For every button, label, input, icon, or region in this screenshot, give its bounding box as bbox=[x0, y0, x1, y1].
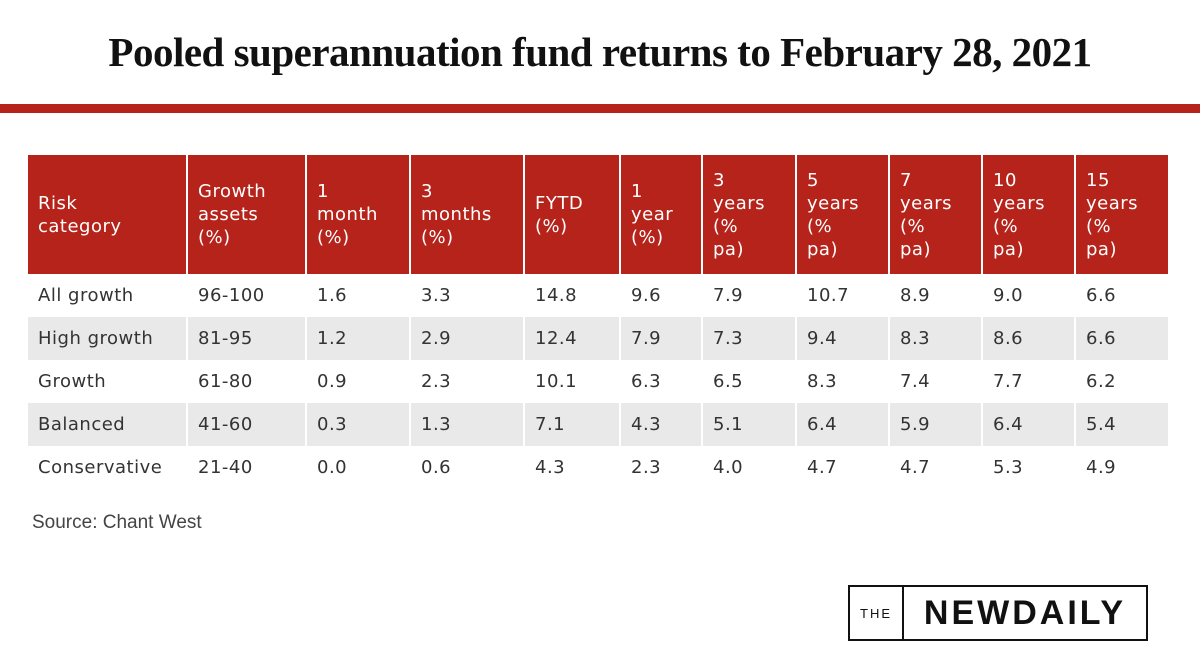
header-cell: 7 years (% pa) bbox=[888, 155, 982, 274]
cell: 0.9 bbox=[305, 360, 410, 403]
cell: 3.3 bbox=[409, 274, 524, 317]
cell: 0.3 bbox=[305, 403, 410, 446]
cell: 7.7 bbox=[981, 360, 1075, 403]
cell: 21-40 bbox=[186, 446, 306, 489]
logo-divider bbox=[902, 587, 904, 639]
cell: 81-95 bbox=[186, 317, 306, 360]
header-cell: 3 months (%) bbox=[409, 155, 524, 274]
cell: 12.4 bbox=[523, 317, 620, 360]
cell: 4.7 bbox=[795, 446, 889, 489]
header-cell: 1 month (%) bbox=[305, 155, 410, 274]
cell: 7.1 bbox=[523, 403, 620, 446]
cell: 6.5 bbox=[701, 360, 796, 403]
table-row: Growth 61-80 0.9 2.3 10.1 6.3 6.5 8.3 7.4 7.7 6.2 bbox=[28, 360, 1168, 403]
row-label: High growth bbox=[28, 317, 187, 360]
row-label: Balanced bbox=[28, 403, 187, 446]
source: Source: Chant West bbox=[32, 512, 202, 533]
cell: 0.6 bbox=[409, 446, 524, 489]
cell: 2.9 bbox=[409, 317, 524, 360]
cell: 4.9 bbox=[1074, 446, 1168, 489]
cell: 6.6 bbox=[1074, 274, 1168, 317]
row-label: Conservative bbox=[38, 457, 163, 478]
cell: 9.6 bbox=[619, 274, 702, 317]
cell: 8.3 bbox=[888, 317, 982, 360]
table-row: Balanced 41-60 0.3 1.3 7.1 4.3 5.1 6.4 5.9 6.4 5.4 bbox=[28, 403, 1168, 446]
cell: 6.6 bbox=[1074, 317, 1168, 360]
cell: 14.8 bbox=[523, 274, 620, 317]
logo-name: NEWDAILY bbox=[923, 593, 1127, 632]
cell: 2.3 bbox=[409, 360, 524, 403]
cell: 0.0 bbox=[305, 446, 410, 489]
header-cell: 1 year (%) bbox=[619, 155, 702, 274]
returns-table: Risk category Growth assets (%) 1 month (%… bbox=[28, 155, 1168, 489]
cell: 10.7 bbox=[795, 274, 889, 317]
table-row: All growth 96-100 1.6 3.3 14.8 9.6 7.9 10.7 8.9 9… bbox=[28, 274, 1168, 317]
cell: 8.6 bbox=[981, 317, 1075, 360]
cell: 41-60 bbox=[186, 403, 306, 446]
cell: 1.2 bbox=[305, 317, 410, 360]
cell: 8.3 bbox=[795, 360, 889, 403]
cell: 1.3 bbox=[409, 403, 524, 446]
title-rule bbox=[0, 104, 1200, 113]
cell: 7.9 bbox=[619, 317, 702, 360]
header-cell: 3 years (% pa) bbox=[701, 155, 796, 274]
cell: 5.9 bbox=[888, 403, 982, 446]
cell: 5.3 bbox=[981, 446, 1075, 489]
cell: 7.4 bbox=[888, 360, 982, 403]
cell: 4.0 bbox=[701, 446, 796, 489]
cell: 96-100 bbox=[186, 274, 306, 317]
header-cell: Growth assets (%) bbox=[186, 155, 306, 274]
cell: 4.3 bbox=[523, 446, 620, 489]
cell: 6.4 bbox=[795, 403, 889, 446]
cell: 61-80 bbox=[186, 360, 306, 403]
header-cell: 5 years (% pa) bbox=[795, 155, 889, 274]
header-row: Risk category Growth assets (%) 1 month (%… bbox=[28, 155, 1168, 274]
header-cell: 10 years (% pa) bbox=[981, 155, 1075, 274]
cell: 9.4 bbox=[795, 317, 889, 360]
cell: 6.4 bbox=[981, 403, 1075, 446]
table-body: All growth 96-100 1.6 3.3 14.8 9.6 7.9 10.7 8.9 9… bbox=[28, 274, 1168, 489]
logo: THE NEWDAILY bbox=[848, 585, 1148, 641]
cell: 7.3 bbox=[701, 317, 796, 360]
table-row: Conservative 21-40 0.0 0.6 4.3 2.3 4.0 4.7 4.7 5.… bbox=[28, 446, 1168, 489]
cell: 5.1 bbox=[701, 403, 796, 446]
cell: 9.0 bbox=[981, 274, 1075, 317]
logo-prefix: THE bbox=[860, 605, 892, 621]
cell: 4.3 bbox=[619, 403, 702, 446]
cell: 7.9 bbox=[701, 274, 796, 317]
cell: 10.1 bbox=[523, 360, 620, 403]
cell: 4.7 bbox=[888, 446, 982, 489]
cell: 1.6 bbox=[305, 274, 410, 317]
row-label: Growth bbox=[38, 371, 107, 392]
cell: 2.3 bbox=[619, 446, 702, 489]
header-cell: Risk category bbox=[28, 155, 187, 274]
cell: 6.3 bbox=[619, 360, 702, 403]
cell: 6.2 bbox=[1074, 360, 1168, 403]
row-label: All growth bbox=[38, 285, 134, 306]
header-cell: 15 years (% pa) bbox=[1074, 155, 1168, 274]
title: Pooled superannuation fund returns to Fe… bbox=[108, 29, 1092, 75]
cell: 8.9 bbox=[888, 274, 982, 317]
cell: 5.4 bbox=[1074, 403, 1168, 446]
header-cell: FYTD (%) bbox=[523, 155, 620, 274]
table-row: High growth 81-95 1.2 2.9 12.4 7.9 7.3 9.4 8.3 8.… bbox=[28, 317, 1168, 360]
